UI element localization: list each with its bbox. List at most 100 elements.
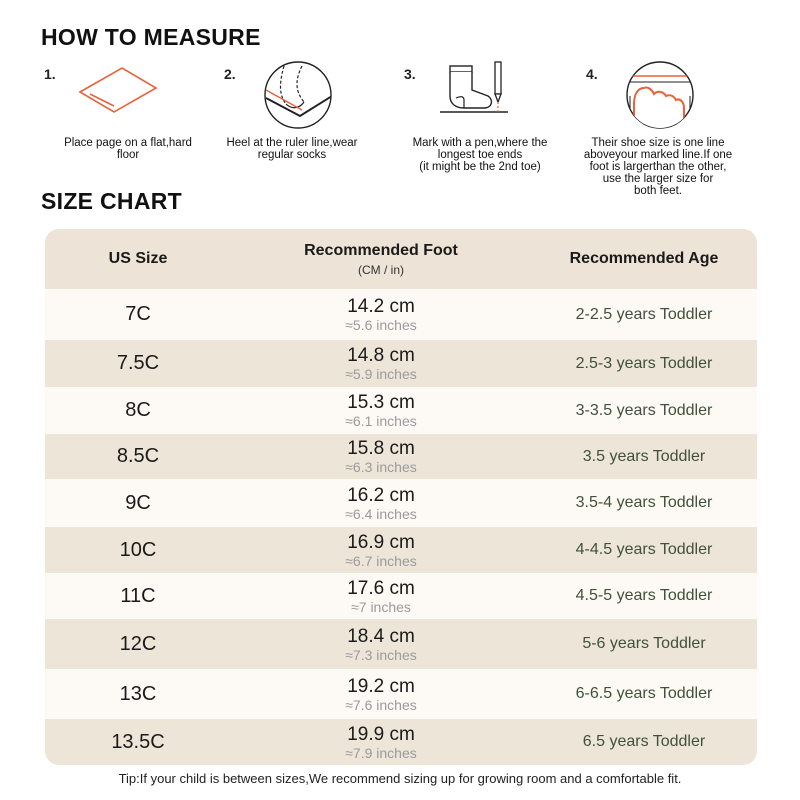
- table-row: 12C 18.4 cm ≈7.3 inches 5-6 years Toddler: [45, 619, 757, 669]
- foot-cm: 19.9 cm: [347, 723, 415, 745]
- size-cell: 13.5C: [45, 719, 231, 765]
- age-cell: 6-6.5 years Toddler: [531, 669, 757, 719]
- recommended-age: 3-3.5 years Toddler: [575, 401, 713, 419]
- foot-inches: ≈6.1 inches: [345, 413, 417, 429]
- step-description: Place page on a flat,hard floor: [64, 137, 192, 161]
- sock-and-pen-icon: [438, 60, 518, 125]
- step-description: Their shoe size is one line aboveyour ma…: [583, 137, 733, 197]
- age-cell: 3.5-4 years Toddler: [531, 479, 757, 527]
- size-cell: 10C: [45, 527, 231, 573]
- size-cell: 12C: [45, 619, 231, 669]
- age-cell: 2.5-3 years Toddler: [531, 340, 757, 387]
- step-number: 4.: [586, 66, 598, 82]
- recommended-age: 2-2.5 years Toddler: [575, 305, 713, 323]
- age-cell: 3-3.5 years Toddler: [531, 387, 757, 434]
- foot-length-cell: 19.2 cm ≈7.6 inches: [231, 669, 531, 719]
- age-cell: 2-2.5 years Toddler: [531, 289, 757, 340]
- foot-length-cell: 19.9 cm ≈7.9 inches: [231, 719, 531, 765]
- heel-on-line-icon: [262, 60, 334, 135]
- size-cell: 13C: [45, 669, 231, 719]
- us-size: 13C: [119, 682, 157, 705]
- foot-inches: ≈7.3 inches: [345, 646, 417, 663]
- foot-inches: ≈7 inches: [351, 598, 411, 615]
- size-cell: 7C: [45, 289, 231, 340]
- recommended-age: 4-4.5 years Toddler: [575, 541, 713, 558]
- table-row: 13C 19.2 cm ≈7.6 inches 6-6.5 years Toddler: [45, 669, 757, 719]
- us-size: 12C: [119, 632, 157, 655]
- age-cell: 3.5 years Toddler: [531, 434, 757, 479]
- foot-length-cell: 16.9 cm ≈6.7 inches: [231, 527, 531, 573]
- recommended-age: 2.5-3 years Toddler: [575, 354, 713, 372]
- table-row: 10C 16.9 cm ≈6.7 inches 4-4.5 years Toddler: [45, 527, 757, 573]
- sizing-tip: Tip:If your child is between sizes,We re…: [118, 771, 682, 786]
- foot-cm: 15.8 cm: [347, 438, 415, 459]
- us-size: 13.5C: [111, 730, 165, 753]
- foot-length-cell: 16.2 cm ≈6.4 inches: [231, 479, 531, 527]
- measure-step-4: 4. Their shoe size is one line aboveyour…: [568, 60, 748, 200]
- foot-length-cell: 14.8 cm ≈5.9 inches: [231, 340, 531, 387]
- size-chart-table: US Size Recommended Foot (CM / in) Recom…: [45, 229, 757, 765]
- recommended-age: 3.5-4 years Toddler: [575, 494, 713, 511]
- recommended-age: 4.5-5 years Toddler: [575, 587, 713, 604]
- foot-inches: ≈7.9 inches: [345, 744, 417, 761]
- us-size: 7.5C: [116, 352, 160, 374]
- foot-cm: 18.4 cm: [347, 625, 415, 647]
- header-unit: (CM / in): [358, 262, 404, 277]
- recommended-age: 3.5 years Toddler: [582, 447, 706, 465]
- recommended-age: 6.5 years Toddler: [582, 733, 706, 750]
- foot-inches: ≈5.9 inches: [345, 366, 417, 382]
- foot-length-cell: 15.3 cm ≈6.1 inches: [231, 387, 531, 434]
- table-row: 7C 14.2 cm ≈5.6 inches 2-2.5 years Toddler: [45, 289, 757, 340]
- table-row: 11C 17.6 cm ≈7 inches 4.5-5 years Toddler: [45, 573, 757, 619]
- table-row: 9C 16.2 cm ≈6.4 inches 3.5-4 years Toddler: [45, 479, 757, 527]
- size-cell: 8.5C: [45, 434, 231, 479]
- measure-step-3: 3. Mark with a pen,where the longest toe…: [390, 60, 570, 200]
- us-size: 8.5C: [116, 445, 160, 467]
- foot-cm: 16.9 cm: [347, 531, 415, 553]
- size-cell: 9C: [45, 479, 231, 527]
- foot-inches: ≈7.6 inches: [345, 696, 417, 713]
- recommended-age: 5-6 years Toddler: [582, 635, 706, 652]
- header-age: Recommended Age: [531, 229, 757, 289]
- header-us-size: US Size: [45, 229, 231, 289]
- age-cell: 5-6 years Toddler: [531, 619, 757, 669]
- step-description: Heel at the ruler line,wear regular sock…: [226, 137, 358, 161]
- paper-on-floor-icon: [78, 64, 158, 121]
- size-cell: 8C: [45, 387, 231, 434]
- foot-inches: ≈6.7 inches: [345, 552, 417, 569]
- foot-length-cell: 17.6 cm ≈7 inches: [231, 573, 531, 619]
- table-row: 7.5C 14.8 cm ≈5.9 inches 2.5-3 years Toddle…: [45, 340, 757, 387]
- foot-cm: 16.2 cm: [347, 484, 415, 506]
- how-to-measure-title: HOW TO MEASURE: [41, 24, 261, 50]
- foot-cm: 19.2 cm: [347, 675, 415, 697]
- step-description: Mark with a pen,where the longest toe en…: [412, 137, 548, 173]
- us-size: 11C: [120, 584, 156, 607]
- measure-step-2: 2. Heel at the ruler line,wear regular s…: [202, 60, 382, 200]
- foot-cm: 14.2 cm: [347, 296, 415, 317]
- foot-cm: 15.3 cm: [347, 392, 415, 413]
- step-number: 2.: [224, 66, 236, 82]
- foot-inches: ≈5.6 inches: [345, 317, 417, 333]
- table-row: 8.5C 15.8 cm ≈6.3 inches 3.5 years Toddler: [45, 434, 757, 479]
- foot-length-cell: 15.8 cm ≈6.3 inches: [231, 434, 531, 479]
- foot-inches: ≈6.3 inches: [345, 459, 417, 475]
- table-row: 8C 15.3 cm ≈6.1 inches 3-3.5 years Toddler: [45, 387, 757, 434]
- age-cell: 4.5-5 years Toddler: [531, 573, 757, 619]
- age-cell: 6.5 years Toddler: [531, 719, 757, 765]
- step-number: 3.: [404, 66, 416, 82]
- measure-step-1: 1. Place page on a flat,hard floor: [38, 60, 218, 200]
- table-row: 13.5C 19.9 cm ≈7.9 inches 6.5 years Toddler: [45, 719, 757, 765]
- step-number: 1.: [44, 66, 56, 82]
- foot-cm: 14.8 cm: [347, 345, 415, 366]
- us-size: 8C: [125, 399, 151, 421]
- us-size: 9C: [125, 491, 151, 514]
- age-cell: 4-4.5 years Toddler: [531, 527, 757, 573]
- foot-inches: ≈6.4 inches: [345, 505, 417, 522]
- toe-measure-icon: [624, 60, 696, 135]
- size-cell: 7.5C: [45, 340, 231, 387]
- header-foot: Recommended Foot (CM / in): [231, 229, 531, 289]
- foot-cm: 17.6 cm: [347, 577, 415, 599]
- table-header: US Size Recommended Foot (CM / in) Recom…: [45, 229, 757, 289]
- size-cell: 11C: [45, 573, 231, 619]
- recommended-age: 6-6.5 years Toddler: [575, 685, 713, 702]
